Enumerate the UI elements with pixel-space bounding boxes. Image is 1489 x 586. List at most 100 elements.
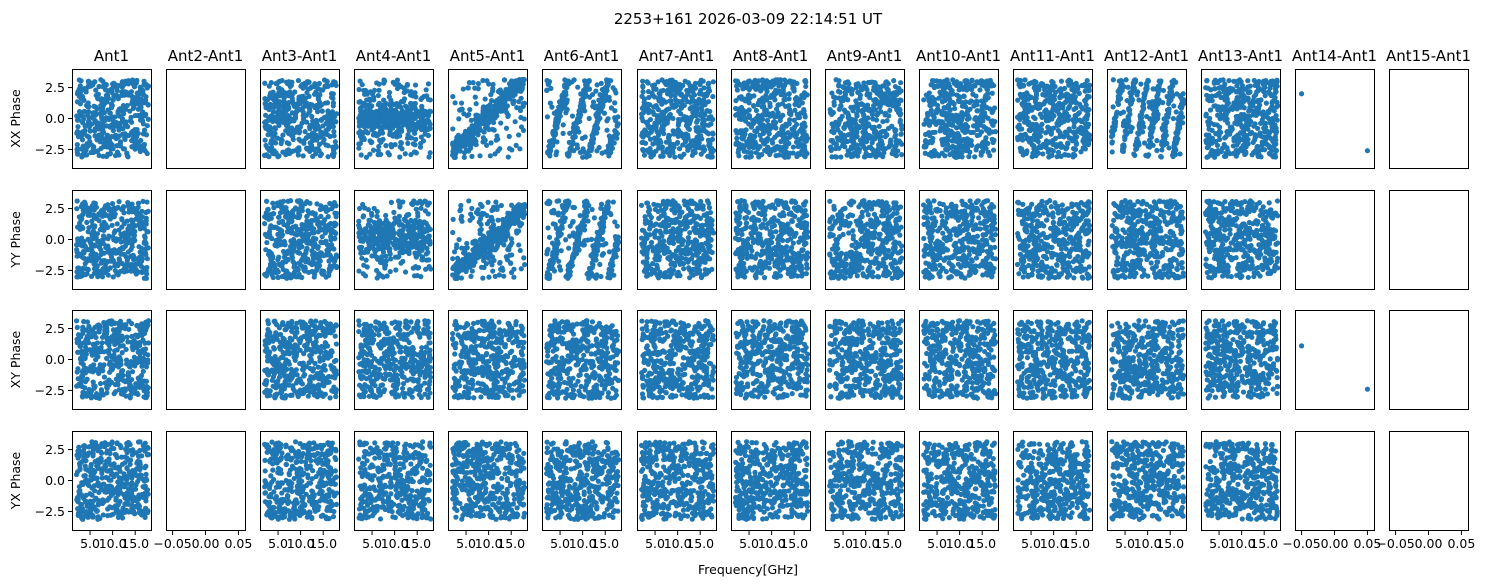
data-point xyxy=(97,153,102,158)
data-point xyxy=(1114,110,1119,115)
data-point xyxy=(418,114,423,119)
data-point xyxy=(709,150,714,155)
data-point xyxy=(1077,91,1082,96)
data-point xyxy=(1128,125,1133,130)
data-point xyxy=(575,145,580,150)
data-point xyxy=(405,88,410,93)
data-point xyxy=(304,120,309,125)
data-point xyxy=(476,81,481,86)
data-point xyxy=(987,128,992,133)
data-point xyxy=(643,141,648,146)
data-point xyxy=(1033,116,1038,121)
data-point xyxy=(90,82,95,87)
data-point xyxy=(1248,84,1253,89)
data-point xyxy=(614,130,619,135)
data-point xyxy=(105,152,110,157)
data-point xyxy=(968,130,973,135)
data-point xyxy=(1111,104,1116,109)
data-point xyxy=(667,98,672,103)
data-point xyxy=(933,150,938,155)
data-point xyxy=(1044,84,1049,89)
data-point xyxy=(125,103,130,108)
subplot xyxy=(920,70,999,169)
data-point xyxy=(756,100,761,105)
data-point xyxy=(423,119,428,124)
data-point xyxy=(861,112,866,117)
data-point xyxy=(658,129,663,134)
data-point xyxy=(578,91,583,96)
data-point xyxy=(101,97,106,102)
data-point xyxy=(380,114,385,119)
data-point xyxy=(1263,125,1268,130)
data-point xyxy=(990,137,995,142)
data-point xyxy=(419,127,424,132)
data-point xyxy=(741,147,746,152)
data-point xyxy=(1083,121,1088,126)
data-point xyxy=(645,119,650,124)
data-point xyxy=(1047,100,1052,105)
data-point xyxy=(381,106,386,111)
data-point xyxy=(358,129,363,134)
column-title: Ant9-Ant1 xyxy=(827,47,902,65)
data-point xyxy=(1077,118,1082,123)
data-point xyxy=(1117,86,1122,91)
data-point xyxy=(310,138,315,143)
data-point xyxy=(680,98,685,103)
data-point xyxy=(456,116,461,121)
data-point xyxy=(518,115,523,120)
data-point xyxy=(648,150,653,155)
data-point xyxy=(553,123,558,128)
data-point xyxy=(800,136,805,141)
data-point xyxy=(688,115,693,120)
data-point xyxy=(866,133,871,138)
data-point xyxy=(670,150,675,155)
data-point xyxy=(1116,102,1121,107)
data-point xyxy=(1121,123,1126,128)
data-point xyxy=(1171,103,1176,108)
data-point xyxy=(1274,78,1279,83)
data-point xyxy=(829,129,834,134)
data-point xyxy=(413,101,418,106)
data-point xyxy=(867,91,872,96)
data-point xyxy=(548,101,553,106)
data-point xyxy=(122,137,127,142)
data-point xyxy=(396,101,401,106)
data-point xyxy=(426,133,431,138)
data-point xyxy=(880,119,885,124)
data-point xyxy=(673,80,678,85)
data-point xyxy=(642,153,647,158)
data-point xyxy=(944,147,949,152)
data-point xyxy=(548,144,553,149)
data-point xyxy=(383,143,388,148)
column-title: Ant13-Ant1 xyxy=(1198,47,1283,65)
data-point xyxy=(134,129,139,134)
data-point xyxy=(1154,138,1159,143)
data-point xyxy=(878,153,883,158)
data-point xyxy=(769,93,774,98)
data-point xyxy=(570,140,575,145)
data-point xyxy=(646,133,651,138)
data-point xyxy=(1121,149,1126,154)
data-point xyxy=(569,145,574,150)
data-point xyxy=(388,106,393,111)
data-point xyxy=(506,154,511,159)
data-point xyxy=(979,129,984,134)
data-point xyxy=(262,81,267,86)
data-point xyxy=(883,80,888,85)
data-point xyxy=(990,122,995,127)
data-point xyxy=(851,139,856,144)
data-point xyxy=(1246,108,1251,113)
data-point xyxy=(317,81,322,86)
data-point xyxy=(125,154,130,159)
data-point xyxy=(356,100,361,105)
data-point xyxy=(374,80,379,85)
data-point xyxy=(894,140,899,145)
data-point xyxy=(381,81,386,86)
data-point xyxy=(508,90,513,95)
data-point xyxy=(450,94,455,99)
data-point xyxy=(1072,120,1077,125)
data-point xyxy=(757,85,762,90)
data-point xyxy=(1032,82,1037,87)
data-point xyxy=(298,124,303,129)
data-point xyxy=(279,87,284,92)
